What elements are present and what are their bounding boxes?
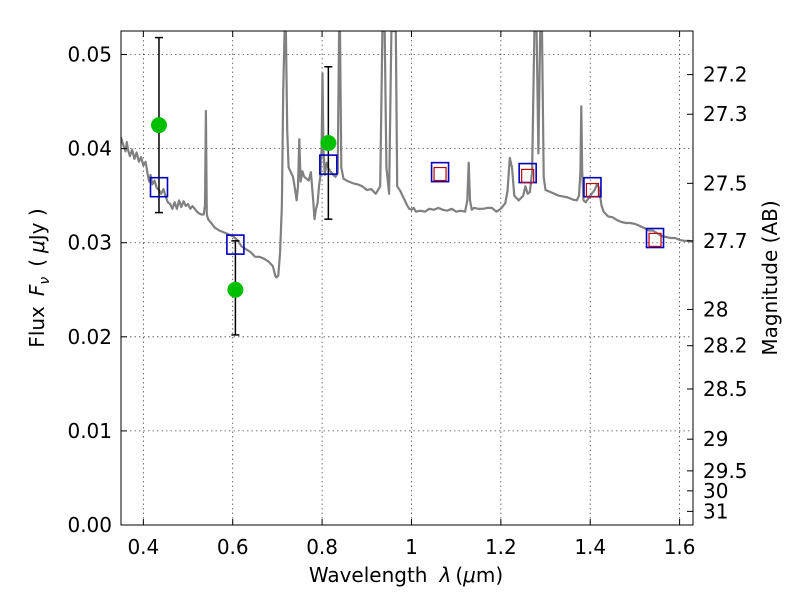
spectrum-line [121, 31, 693, 279]
x-tick-label: 0.8 [306, 535, 338, 559]
model-flux-small-square [433, 166, 447, 182]
y2-tick-label: 28 [703, 297, 728, 321]
y-tick-label: 0.03 [67, 231, 112, 255]
model-flux-small-square [585, 182, 600, 198]
model-flux-square [319, 154, 338, 175]
y-tick-label: 0.04 [67, 137, 112, 161]
plot-area [121, 31, 693, 525]
observed-flux-point [150, 117, 167, 134]
model-flux-square [149, 176, 169, 198]
y-axis-label: FluxFν(μJy ) [25, 208, 53, 347]
y2-tick-label: 27.7 [703, 229, 748, 253]
x-tick-label: 0.6 [217, 535, 249, 559]
model-flux-small-square [648, 232, 662, 247]
model-flux-small-square [521, 168, 535, 184]
model-flux-square [645, 227, 665, 249]
x-tick-label: 1 [405, 535, 418, 559]
y-tick-label: 0.02 [67, 325, 112, 349]
y2-tick-label: 30 [703, 479, 728, 503]
x-tick-label: 1.4 [574, 535, 606, 559]
observed-flux-point [320, 134, 337, 151]
spectrum-layer [121, 31, 693, 279]
y2-tick-label: 27.3 [703, 102, 748, 126]
x-tick-label: 1.2 [485, 535, 517, 559]
y2-axis-label: Magnitude (AB) [758, 200, 782, 355]
plot-frame [120, 30, 694, 526]
y2-tick-label: 29 [703, 427, 728, 451]
x-tick-label: 1.6 [664, 535, 696, 559]
y2-tick-label: 27.2 [703, 63, 748, 87]
y2-tick-label: 27.5 [703, 171, 748, 195]
y-tick-label: 0.05 [67, 43, 112, 67]
y2-tick-label: 29.5 [703, 459, 748, 483]
tick-marks [121, 31, 693, 526]
y2-tick-label: 31 [703, 499, 728, 523]
x-tick-label: 0.4 [127, 535, 159, 559]
y-tick-label: 0.00 [67, 513, 112, 537]
x-axis-label: Wavelength λ (μm) [309, 563, 503, 587]
marker-layer [149, 117, 665, 298]
y2-tick-label: 28.5 [703, 377, 748, 401]
tick-labels: 0.4 0.6 0.8 1 1.2 1.4 1.6 0.00 0.01 0.02 0.03 0.04 0… [67, 43, 747, 559]
observed-flux-point [227, 281, 244, 298]
y-tick-label: 0.01 [67, 419, 112, 443]
model-flux-square [430, 161, 450, 183]
y2-tick-label: 28.2 [703, 334, 748, 358]
model-flux-square [226, 234, 245, 255]
